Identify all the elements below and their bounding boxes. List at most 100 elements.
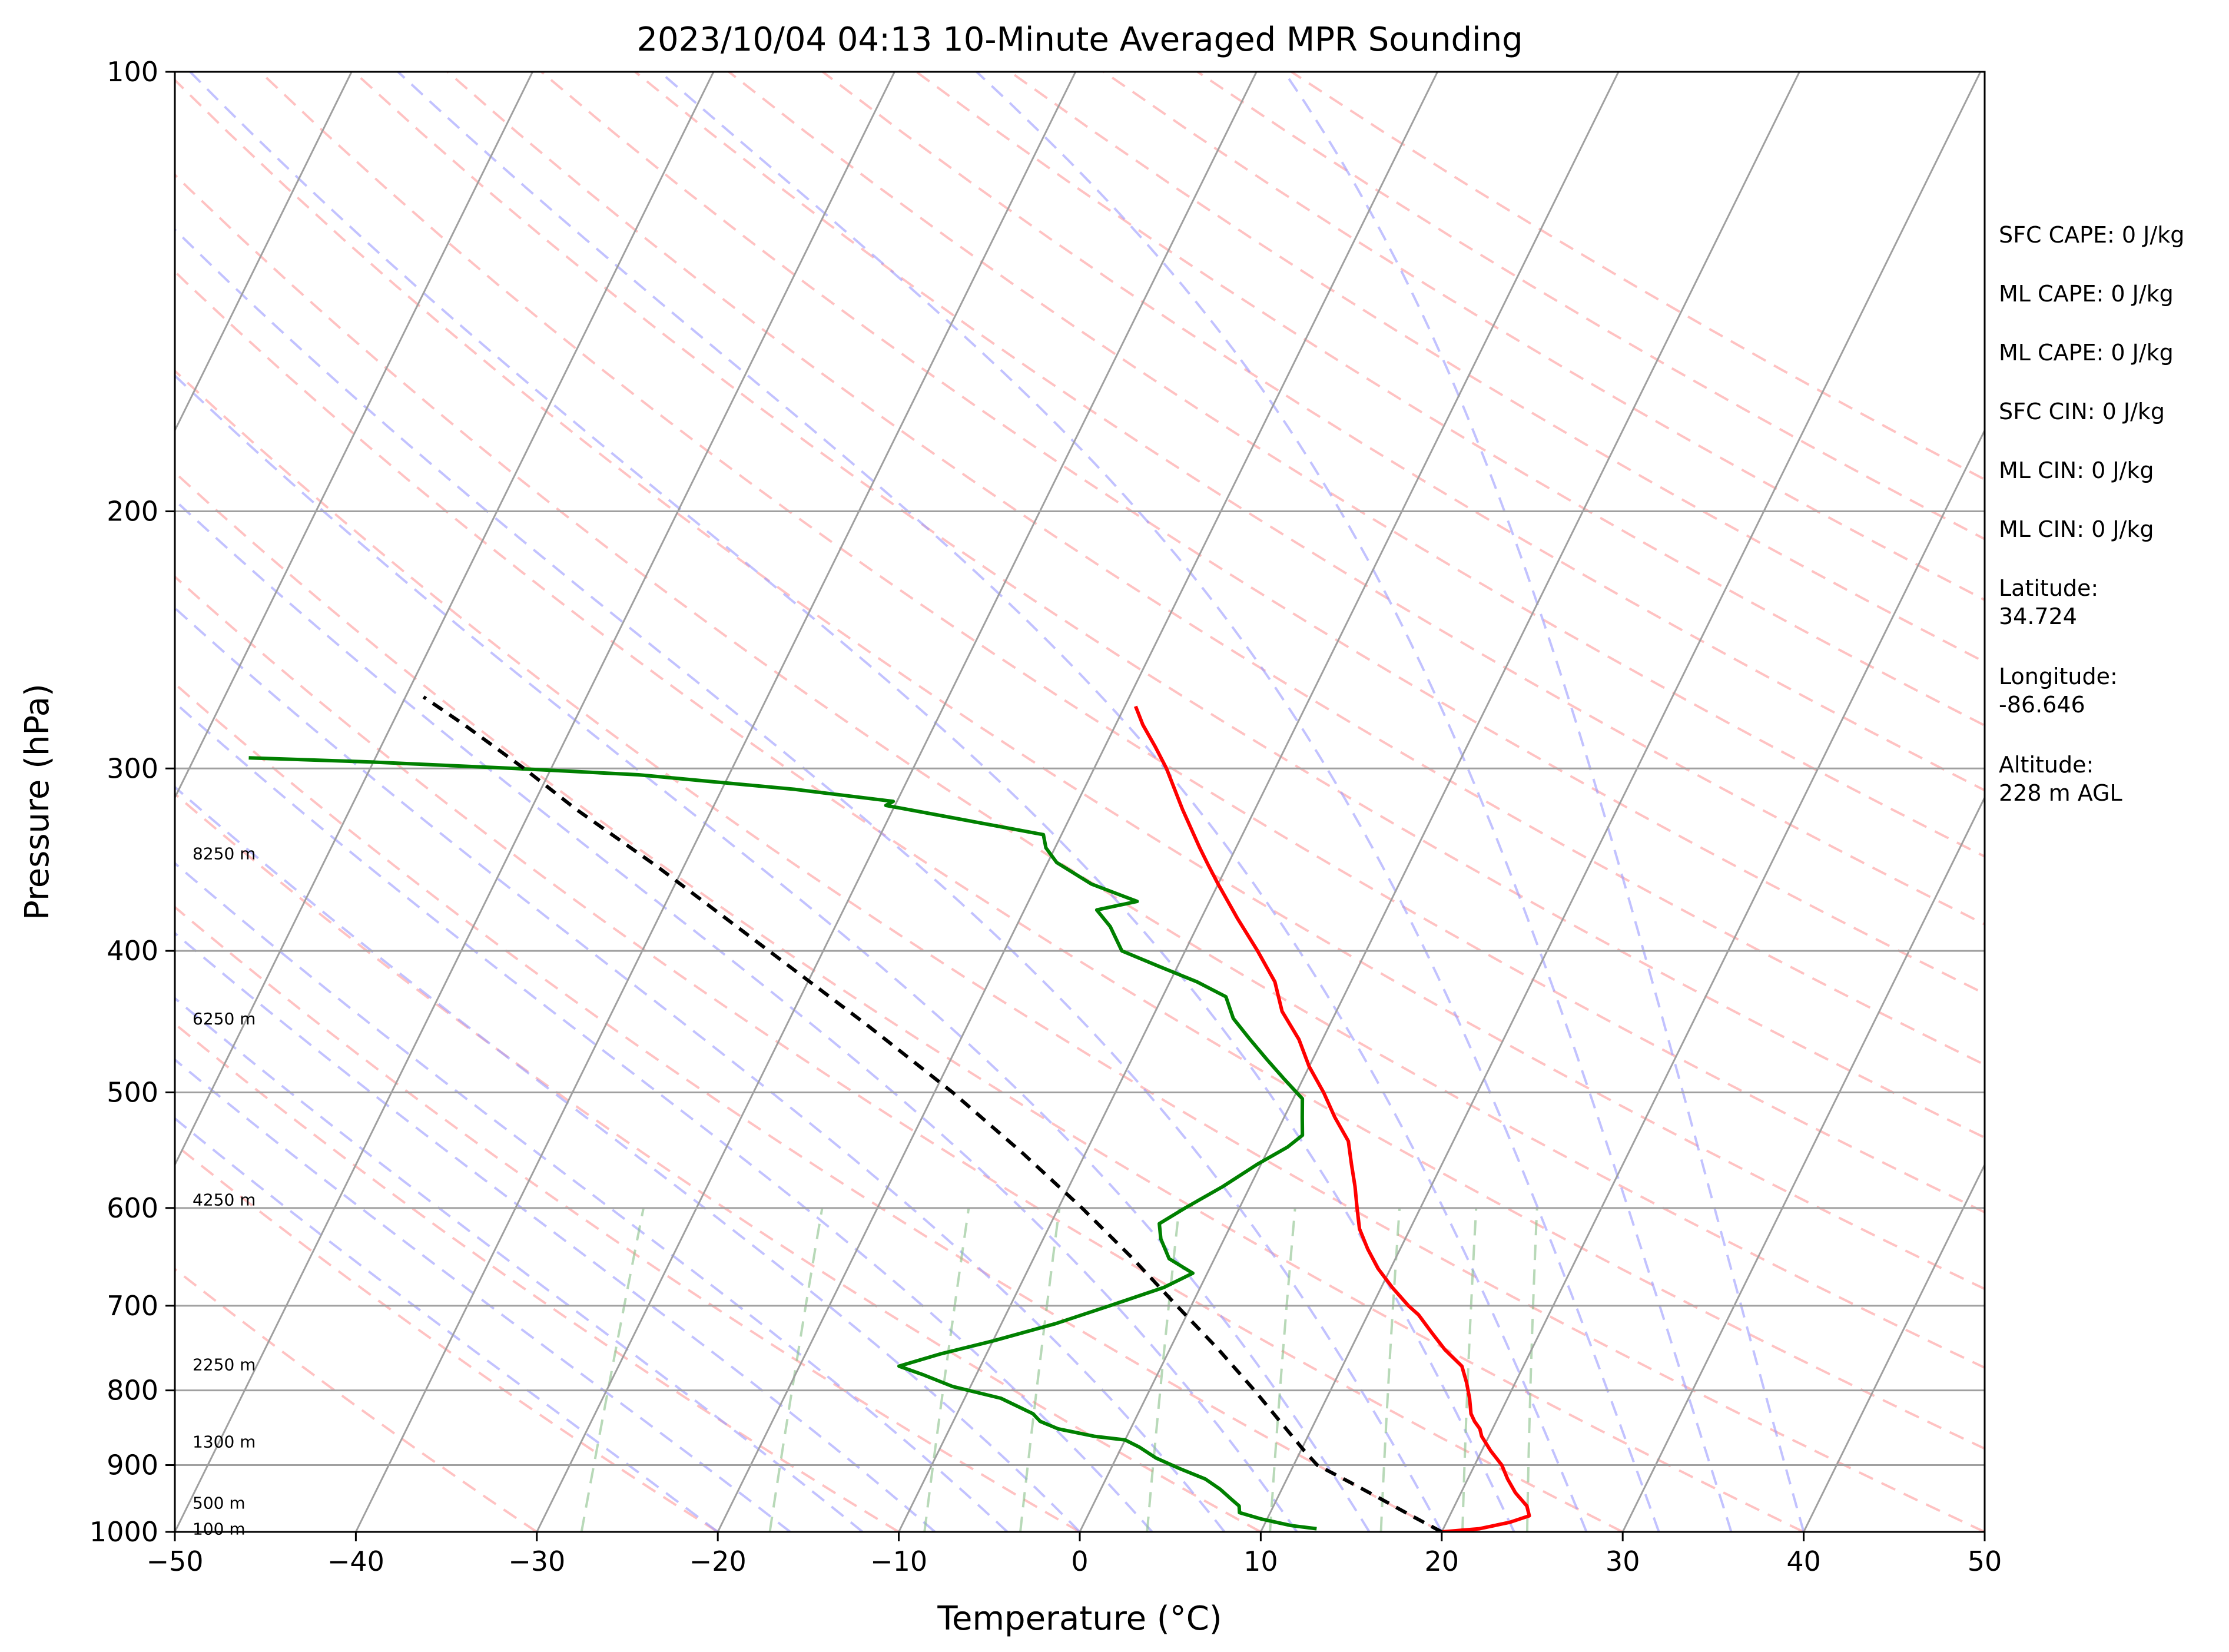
dry-adiabats (175, 72, 1985, 1532)
isotherms (175, 72, 1985, 1532)
moist-adiabat-line (175, 374, 1371, 1532)
moist-adiabat-line (1283, 72, 1805, 1532)
moist-adiabat-line (175, 996, 864, 1532)
dry-adiabat-line (175, 905, 1081, 1532)
moist-adiabat-line (659, 72, 1660, 1532)
y-tick-label: 400 (107, 935, 158, 967)
isotherm-line (1803, 1162, 1985, 1532)
mixing-ratio-lines (580, 1208, 1538, 1532)
mixing-ratio-line (1146, 1208, 1180, 1532)
moist-adiabat-line (976, 72, 1733, 1532)
info-value: 228 m AGL (1999, 780, 2122, 806)
info-label: ML CIN: 0 J/kg (1999, 457, 2154, 483)
moist-adiabat-line (175, 1117, 719, 1532)
moist-adiabat-line (175, 861, 1009, 1532)
isobars (175, 72, 1985, 1532)
dry-adiabat-line (175, 78, 1985, 1291)
info-label: Altitude: (1999, 752, 2094, 778)
mixing-ratio-line (923, 1208, 970, 1532)
x-tick-label: −50 (146, 1545, 203, 1577)
info-label: ML CAPE: 0 J/kg (1999, 340, 2174, 366)
isotherm-line (1621, 795, 1985, 1532)
y-tick-label: 600 (107, 1192, 158, 1224)
x-axis-label: Temperature (°C) (937, 1600, 1222, 1638)
x-tick-label: 10 (1243, 1545, 1278, 1577)
dry-adiabat-line (175, 270, 1985, 1450)
dry-adiabat-line (1009, 72, 1985, 664)
dry-adiabat-line (259, 72, 1985, 1214)
y-tick-label: 800 (107, 1375, 158, 1406)
info-panel: SFC CAPE: 0 J/kg ML CAPE: 0 J/kg ML CAPE: … (1999, 222, 2184, 806)
mixing-ratio-line (1379, 1208, 1401, 1532)
dry-adiabat-line (175, 1267, 538, 1532)
dry-adiabat-line (175, 369, 1985, 1532)
isotherm-line (898, 72, 1620, 1532)
moist-adiabats (175, 72, 1805, 1532)
plot-area (175, 72, 1985, 1532)
x-tick-label: 40 (1786, 1545, 1821, 1577)
height-label: 4250 m (193, 1190, 256, 1209)
dry-adiabat-line (353, 72, 1985, 1139)
info-label: ML CIN: 0 J/kg (1999, 516, 2154, 542)
moist-adiabat-line (397, 72, 1588, 1532)
x-tick-label: −10 (870, 1545, 927, 1577)
moist-adiabat-line (175, 785, 1081, 1532)
parcel-line (422, 695, 1443, 1532)
dewpoint-line (248, 756, 1317, 1531)
dry-adiabat-line (175, 575, 1624, 1532)
x-tick-label: 20 (1425, 1545, 1460, 1577)
mixing-ratio-line (1019, 1208, 1061, 1532)
y-tick-label: 300 (107, 752, 158, 784)
y-axis-ticks: 100 200 300 400 500 600 700 800 900 1000 (89, 56, 175, 1548)
info-label: Latitude: (1999, 575, 2098, 601)
mixing-ratio-line (1461, 1208, 1478, 1532)
info-value: -86.646 (1999, 692, 2085, 718)
height-label: 1300 m (193, 1432, 256, 1451)
isotherm-line (175, 72, 353, 433)
chart-title: 2023/10/04 04:13 10-Minute Averaged MPR … (636, 21, 1523, 59)
y-axis-label: Pressure (hPa) (18, 684, 57, 920)
dry-adiabat-line (175, 792, 1262, 1532)
dry-adiabat-line (540, 72, 1985, 996)
x-tick-label: −20 (689, 1545, 747, 1577)
isotherm-line (536, 72, 1258, 1532)
x-tick-label: 50 (1968, 1545, 2002, 1577)
dry-adiabat-line (175, 470, 1805, 1532)
height-label: 2250 m (193, 1355, 256, 1375)
mixing-ratio-line (768, 1208, 824, 1532)
height-label: 8250 m (193, 844, 256, 864)
x-tick-label: 0 (1071, 1545, 1088, 1577)
height-label: 100 m (193, 1520, 246, 1539)
info-label: SFC CIN: 0 J/kg (1999, 399, 2165, 424)
sounding-series (248, 695, 1531, 1532)
isotherm-line (175, 72, 533, 800)
y-tick-label: 700 (107, 1290, 158, 1322)
isotherm-line (1079, 72, 1800, 1532)
info-label: ML CAPE: 0 J/kg (1999, 281, 2174, 307)
isotherm-line (1441, 428, 1985, 1532)
y-tick-label: 200 (107, 496, 158, 528)
isotherm-line (355, 72, 1077, 1532)
height-label: 6250 m (193, 1009, 256, 1029)
isotherm-line (175, 72, 895, 1532)
mixing-ratio-line (580, 1208, 645, 1532)
moist-adiabat-line (175, 606, 1226, 1532)
x-axis-ticks: −50 −40 −30 −20 −10 0 10 20 30 40 50 (146, 1532, 2002, 1577)
y-tick-label: 900 (107, 1449, 158, 1481)
mixing-ratio-line (1526, 1208, 1538, 1532)
info-value: 34.724 (1999, 603, 2077, 629)
moist-adiabat-line (175, 498, 1298, 1532)
dry-adiabat-line (175, 173, 1985, 1369)
temperature-line (1134, 705, 1531, 1532)
isotherm-line (175, 72, 715, 1167)
x-tick-label: 30 (1606, 1545, 1640, 1577)
height-label: 500 m (193, 1493, 246, 1512)
x-tick-label: −40 (327, 1545, 384, 1577)
dry-adiabat-line (822, 72, 1985, 792)
dry-adiabat-line (175, 682, 1442, 1532)
moist-adiabat-line (175, 1058, 791, 1532)
dry-adiabat-line (447, 72, 1985, 1066)
height-labels: 8250 m 6250 m 4250 m 2250 m 1300 m 500 m 100 m (193, 844, 256, 1539)
